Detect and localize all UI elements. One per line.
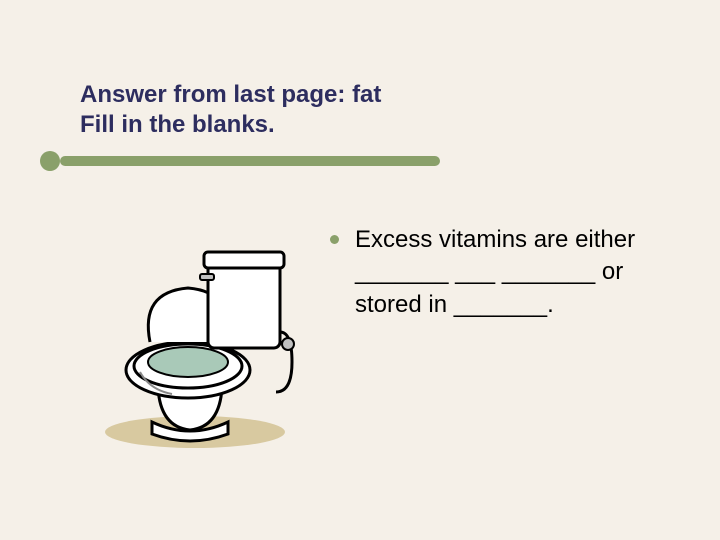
title-line-2: Fill in the blanks.	[80, 110, 660, 140]
title-underline	[80, 154, 660, 172]
title-line-1: Answer from last page: fat	[80, 80, 660, 110]
toilet-icon	[80, 222, 300, 452]
bullet-item: Excess vitamins are either _______ ___ _…	[330, 224, 660, 321]
toilet-illustration	[80, 222, 300, 452]
underline-bar-icon	[60, 156, 440, 166]
slide-title: Answer from last page: fat Fill in the b…	[80, 80, 660, 140]
bullet-icon	[330, 235, 339, 244]
body-text: Excess vitamins are either _______ ___ _…	[355, 224, 660, 321]
slide: Answer from last page: fat Fill in the b…	[0, 0, 720, 540]
body-column: Excess vitamins are either _______ ___ _…	[330, 222, 660, 321]
underline-dot-icon	[40, 151, 60, 171]
content-row: Excess vitamins are either _______ ___ _…	[80, 222, 660, 452]
